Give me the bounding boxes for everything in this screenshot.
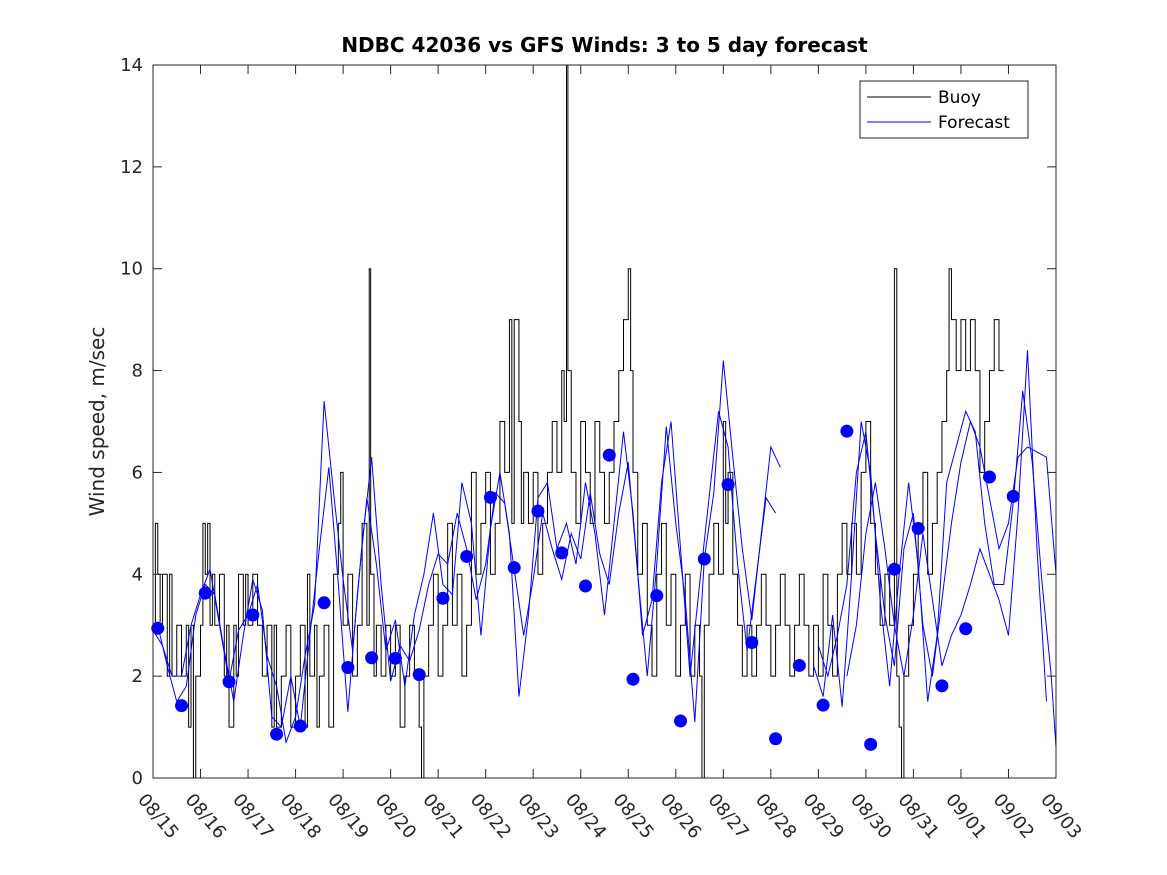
legend-box	[859, 80, 1029, 139]
forecast-point	[911, 521, 925, 535]
y-axis-label: Wind speed, m/sec	[85, 327, 109, 517]
plot-area	[153, 65, 1056, 778]
forecast-point	[293, 719, 307, 733]
forecast-point	[460, 549, 474, 563]
forecast-point	[769, 732, 783, 746]
forecast-point	[246, 608, 260, 622]
forecast-point	[745, 636, 759, 650]
forecast-point	[1006, 489, 1020, 503]
forecast-point	[840, 424, 854, 438]
y-tick-label: 2	[132, 666, 143, 687]
forecast-point	[674, 714, 688, 728]
forecast-point	[982, 470, 996, 484]
forecast-series-line	[152, 360, 781, 745]
forecast-point	[175, 699, 189, 713]
forecast-point	[436, 591, 450, 605]
forecast-series-line	[846, 350, 1047, 702]
forecast-point	[507, 561, 521, 575]
forecast-series-line	[817, 419, 1057, 679]
forecast-point	[531, 504, 545, 518]
forecast-point	[602, 448, 616, 462]
forecast-point	[864, 737, 878, 751]
y-tick-label: 12	[120, 157, 143, 178]
forecast-point	[816, 698, 830, 712]
legend: Buoy Forecast	[859, 80, 1029, 139]
y-tick-label: 14	[120, 55, 143, 76]
forecast-point	[270, 727, 284, 741]
forecast-point	[887, 562, 901, 576]
forecast-point	[365, 651, 379, 665]
y-tick-label: 10	[120, 259, 143, 280]
forecast-point	[697, 552, 711, 566]
y-tick-label: 8	[132, 361, 143, 382]
forecast-point	[935, 679, 949, 693]
forecast-point	[578, 579, 592, 593]
forecast-point	[222, 675, 236, 689]
forecast-point	[341, 660, 355, 674]
legend-forecast-label: Forecast	[938, 113, 1010, 133]
y-tick-label: 0	[132, 768, 143, 789]
forecast-point	[483, 490, 497, 504]
y-tick-label: 4	[132, 564, 143, 585]
forecast-point	[555, 546, 569, 560]
forecast-point	[412, 668, 426, 682]
forecast-point	[650, 589, 664, 603]
forecast-point	[959, 622, 973, 636]
data-layer	[151, 64, 1057, 779]
y-tick-label: 6	[132, 462, 143, 483]
forecast-point	[198, 586, 212, 600]
forecast-point	[626, 672, 640, 686]
forecast-point	[317, 596, 331, 610]
forecast-series-line	[157, 411, 777, 729]
forecast-point	[388, 651, 402, 665]
forecast-point	[792, 658, 806, 672]
plot-frame	[152, 64, 1057, 779]
forecast-point	[721, 478, 735, 492]
forecast-point	[151, 621, 165, 635]
chart-title: NDBC 42036 vs GFS Winds: 3 to 5 day fore…	[341, 33, 868, 57]
legend-buoy-label: Buoy	[938, 88, 981, 108]
